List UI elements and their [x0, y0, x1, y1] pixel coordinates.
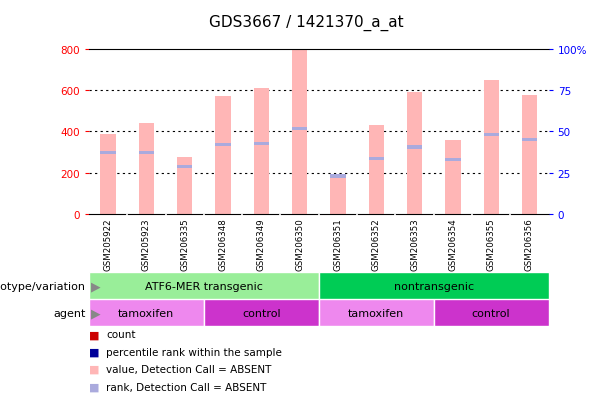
Bar — [522, 96, 537, 215]
Text: GSM206349: GSM206349 — [257, 218, 266, 270]
Bar — [484, 81, 499, 215]
Text: value, Detection Call = ABSENT: value, Detection Call = ABSENT — [106, 364, 272, 374]
Bar — [215, 144, 230, 147]
Text: ■: ■ — [89, 347, 99, 357]
Text: percentile rank within the sample: percentile rank within the sample — [106, 347, 282, 357]
Text: ATF6-MER transgenic: ATF6-MER transgenic — [145, 281, 263, 291]
Bar — [254, 89, 269, 215]
Bar — [407, 93, 422, 215]
Bar — [139, 124, 154, 215]
Text: control: control — [242, 308, 281, 318]
Text: nontransgenic: nontransgenic — [394, 281, 474, 291]
Text: GSM206352: GSM206352 — [371, 218, 381, 270]
Text: ▶: ▶ — [91, 306, 101, 319]
Bar — [407, 146, 422, 149]
Text: tamoxifen: tamoxifen — [348, 308, 405, 318]
Bar — [434, 299, 549, 326]
Text: GSM206351: GSM206351 — [333, 218, 343, 270]
Bar — [177, 166, 192, 169]
Text: GSM206353: GSM206353 — [410, 218, 419, 270]
Bar — [139, 151, 154, 154]
Text: GSM205923: GSM205923 — [142, 218, 151, 270]
Bar — [177, 158, 192, 215]
Bar — [319, 273, 549, 299]
Text: ■: ■ — [89, 364, 99, 374]
Text: ▶: ▶ — [91, 280, 101, 292]
Text: GSM206350: GSM206350 — [295, 218, 304, 270]
Bar — [319, 299, 434, 326]
Bar — [292, 128, 307, 131]
Text: GSM206335: GSM206335 — [180, 218, 189, 270]
Bar — [368, 126, 384, 215]
Bar — [330, 175, 346, 178]
Bar — [292, 50, 307, 215]
Text: count: count — [106, 330, 135, 339]
Bar — [445, 140, 460, 215]
Bar — [445, 159, 460, 161]
Bar — [89, 299, 204, 326]
Bar — [89, 273, 319, 299]
Text: agent: agent — [53, 308, 86, 318]
Text: GSM206355: GSM206355 — [487, 218, 496, 270]
Bar — [101, 134, 116, 215]
Bar — [101, 151, 116, 154]
Text: GSM205922: GSM205922 — [104, 218, 113, 270]
Text: GSM206356: GSM206356 — [525, 218, 534, 270]
Bar — [522, 139, 537, 142]
Text: GSM206348: GSM206348 — [218, 218, 227, 270]
Bar — [484, 134, 499, 137]
Bar — [330, 176, 346, 215]
Text: ■: ■ — [89, 330, 99, 339]
Text: control: control — [472, 308, 511, 318]
Bar — [215, 97, 230, 215]
Bar — [204, 299, 319, 326]
Text: genotype/variation: genotype/variation — [0, 281, 86, 291]
Text: GSM206354: GSM206354 — [448, 218, 457, 270]
Text: rank, Detection Call = ABSENT: rank, Detection Call = ABSENT — [106, 382, 267, 392]
Bar — [254, 143, 269, 146]
Bar — [368, 157, 384, 161]
Text: tamoxifen: tamoxifen — [118, 308, 175, 318]
Text: ■: ■ — [89, 382, 99, 392]
Text: GDS3667 / 1421370_a_at: GDS3667 / 1421370_a_at — [209, 14, 404, 31]
